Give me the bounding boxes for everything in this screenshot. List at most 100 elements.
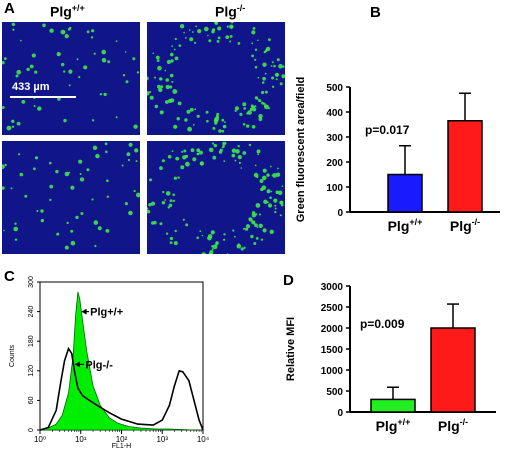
fluorescent-spot <box>262 76 266 81</box>
fluorescent-spot <box>240 247 244 251</box>
fluorescent-spot <box>261 81 265 84</box>
fluorescent-spot <box>212 155 217 160</box>
fluorescent-spot <box>168 203 173 208</box>
fluorescent-spot <box>103 92 107 97</box>
fluorescent-spot <box>196 152 200 156</box>
fluorescent-spot <box>78 76 81 79</box>
fluorescent-spot <box>154 76 156 79</box>
fluorescent-spot <box>172 193 175 197</box>
fluorescent-spot <box>135 160 138 163</box>
fluorescent-spot <box>49 198 52 202</box>
fluorescent-spot <box>105 150 108 154</box>
fluorescent-spot <box>104 142 108 146</box>
fluorescent-spot <box>276 73 279 76</box>
fluorescent-spot <box>169 73 174 78</box>
fluorescent-spot <box>186 109 191 114</box>
y-tick-label: 2500 <box>321 303 344 314</box>
fluorescent-spot <box>176 117 180 121</box>
fluorescent-spot <box>169 236 173 241</box>
chart-b-fluorescent-area: 0 100 200 300 400 500 Green fluorescent area/f… <box>295 77 500 234</box>
fluorescent-spot <box>208 251 213 254</box>
fluorescent-spot <box>95 153 100 159</box>
fluorescent-spot <box>136 71 140 74</box>
fluorescent-spot <box>254 48 258 51</box>
fluorescent-spot <box>184 118 188 122</box>
fluorescent-spot <box>92 145 98 150</box>
fluorescent-spot <box>254 65 258 69</box>
fluorescent-spot <box>264 104 269 110</box>
fluorescent-spot <box>93 52 96 55</box>
fluorescent-spot <box>224 142 227 145</box>
fluorescent-spot <box>91 198 94 201</box>
fluorescent-spot <box>177 176 180 179</box>
fluorescent-spot <box>33 105 36 107</box>
x-axis-label: FL1-H <box>112 443 131 449</box>
fluorescent-spot <box>128 142 133 147</box>
micrograph-wt-top: 433 µm <box>2 22 140 135</box>
fluorescent-spot <box>234 109 237 112</box>
fluorescent-spot <box>2 186 5 190</box>
fluorescent-spot <box>226 25 229 28</box>
fluorescent-spot <box>56 232 60 236</box>
fluorescent-spot <box>12 28 15 31</box>
fluorescent-spot <box>115 40 118 42</box>
legend-label-plg-wt: Plg+/+ <box>90 307 123 319</box>
fluorescent-spot <box>251 30 256 35</box>
fluorescent-spot <box>125 80 129 84</box>
fluorescent-spot <box>169 85 173 89</box>
fluorescent-spot <box>181 150 184 153</box>
fluorescent-spot <box>64 171 70 177</box>
fluorescent-spot <box>175 156 180 161</box>
fluorescent-spot <box>217 26 222 31</box>
y-tick-label: 200 <box>326 158 343 169</box>
bar-plg-ko <box>447 120 483 213</box>
fluorescent-spot <box>156 59 160 62</box>
fluorescent-spot <box>34 70 38 74</box>
fluorescent-spot <box>229 24 234 29</box>
y-tick-label: 0 <box>28 428 35 432</box>
fluorescent-spot <box>266 173 270 177</box>
fluorescent-spot <box>161 201 166 205</box>
panel-letter-a: A <box>4 0 15 17</box>
fluorescent-spot <box>147 209 151 214</box>
fluorescent-spot <box>160 85 164 89</box>
fluorescent-spot <box>2 61 5 65</box>
fluorescent-spot <box>63 118 67 123</box>
fluorescent-spot <box>148 203 152 207</box>
fluorescent-spot <box>214 22 219 25</box>
fluorescent-spot <box>234 106 239 111</box>
fluorescent-spot <box>122 74 126 77</box>
fluorescent-spot <box>179 24 185 29</box>
column-header-plg-wt: Plg+/+ <box>50 3 85 20</box>
fluorescent-spot <box>34 156 39 160</box>
fluorescent-spot <box>16 121 21 126</box>
fluorescent-spot <box>70 185 75 190</box>
fluorescent-spot <box>201 234 204 237</box>
fluorescent-spot <box>257 39 259 42</box>
fluorescent-spot <box>56 52 61 57</box>
fluorescent-spot <box>245 227 249 231</box>
fluorescent-spot <box>6 125 12 131</box>
fluorescent-spot <box>277 190 283 196</box>
fluorescent-spots <box>147 141 284 254</box>
fluorescent-spot <box>242 123 246 126</box>
fluorescent-spot <box>79 173 82 175</box>
fluorescent-spot <box>237 155 242 160</box>
fluorescent-spot <box>3 57 7 60</box>
panel-letter-d: D <box>283 272 294 289</box>
fluorescent-spot <box>166 59 171 65</box>
fluorescent-spot <box>262 168 267 173</box>
fluorescent-spot <box>223 238 226 241</box>
fluorescent-spot <box>178 44 182 47</box>
fluorescent-spot <box>170 59 174 63</box>
fluorescent-spot <box>159 77 163 81</box>
y-axis-label: Counts <box>9 344 16 367</box>
fluorescent-spot <box>243 107 246 110</box>
fluorescent-spot <box>91 29 95 33</box>
x-category-label: Plg-/- <box>438 417 468 434</box>
fluorescent-spot <box>128 210 133 216</box>
x-tick-label: 10³ <box>156 435 168 444</box>
fluorescent-spot <box>165 84 170 90</box>
fluorescent-spot <box>256 97 259 100</box>
fluorescent-spot <box>225 35 230 39</box>
